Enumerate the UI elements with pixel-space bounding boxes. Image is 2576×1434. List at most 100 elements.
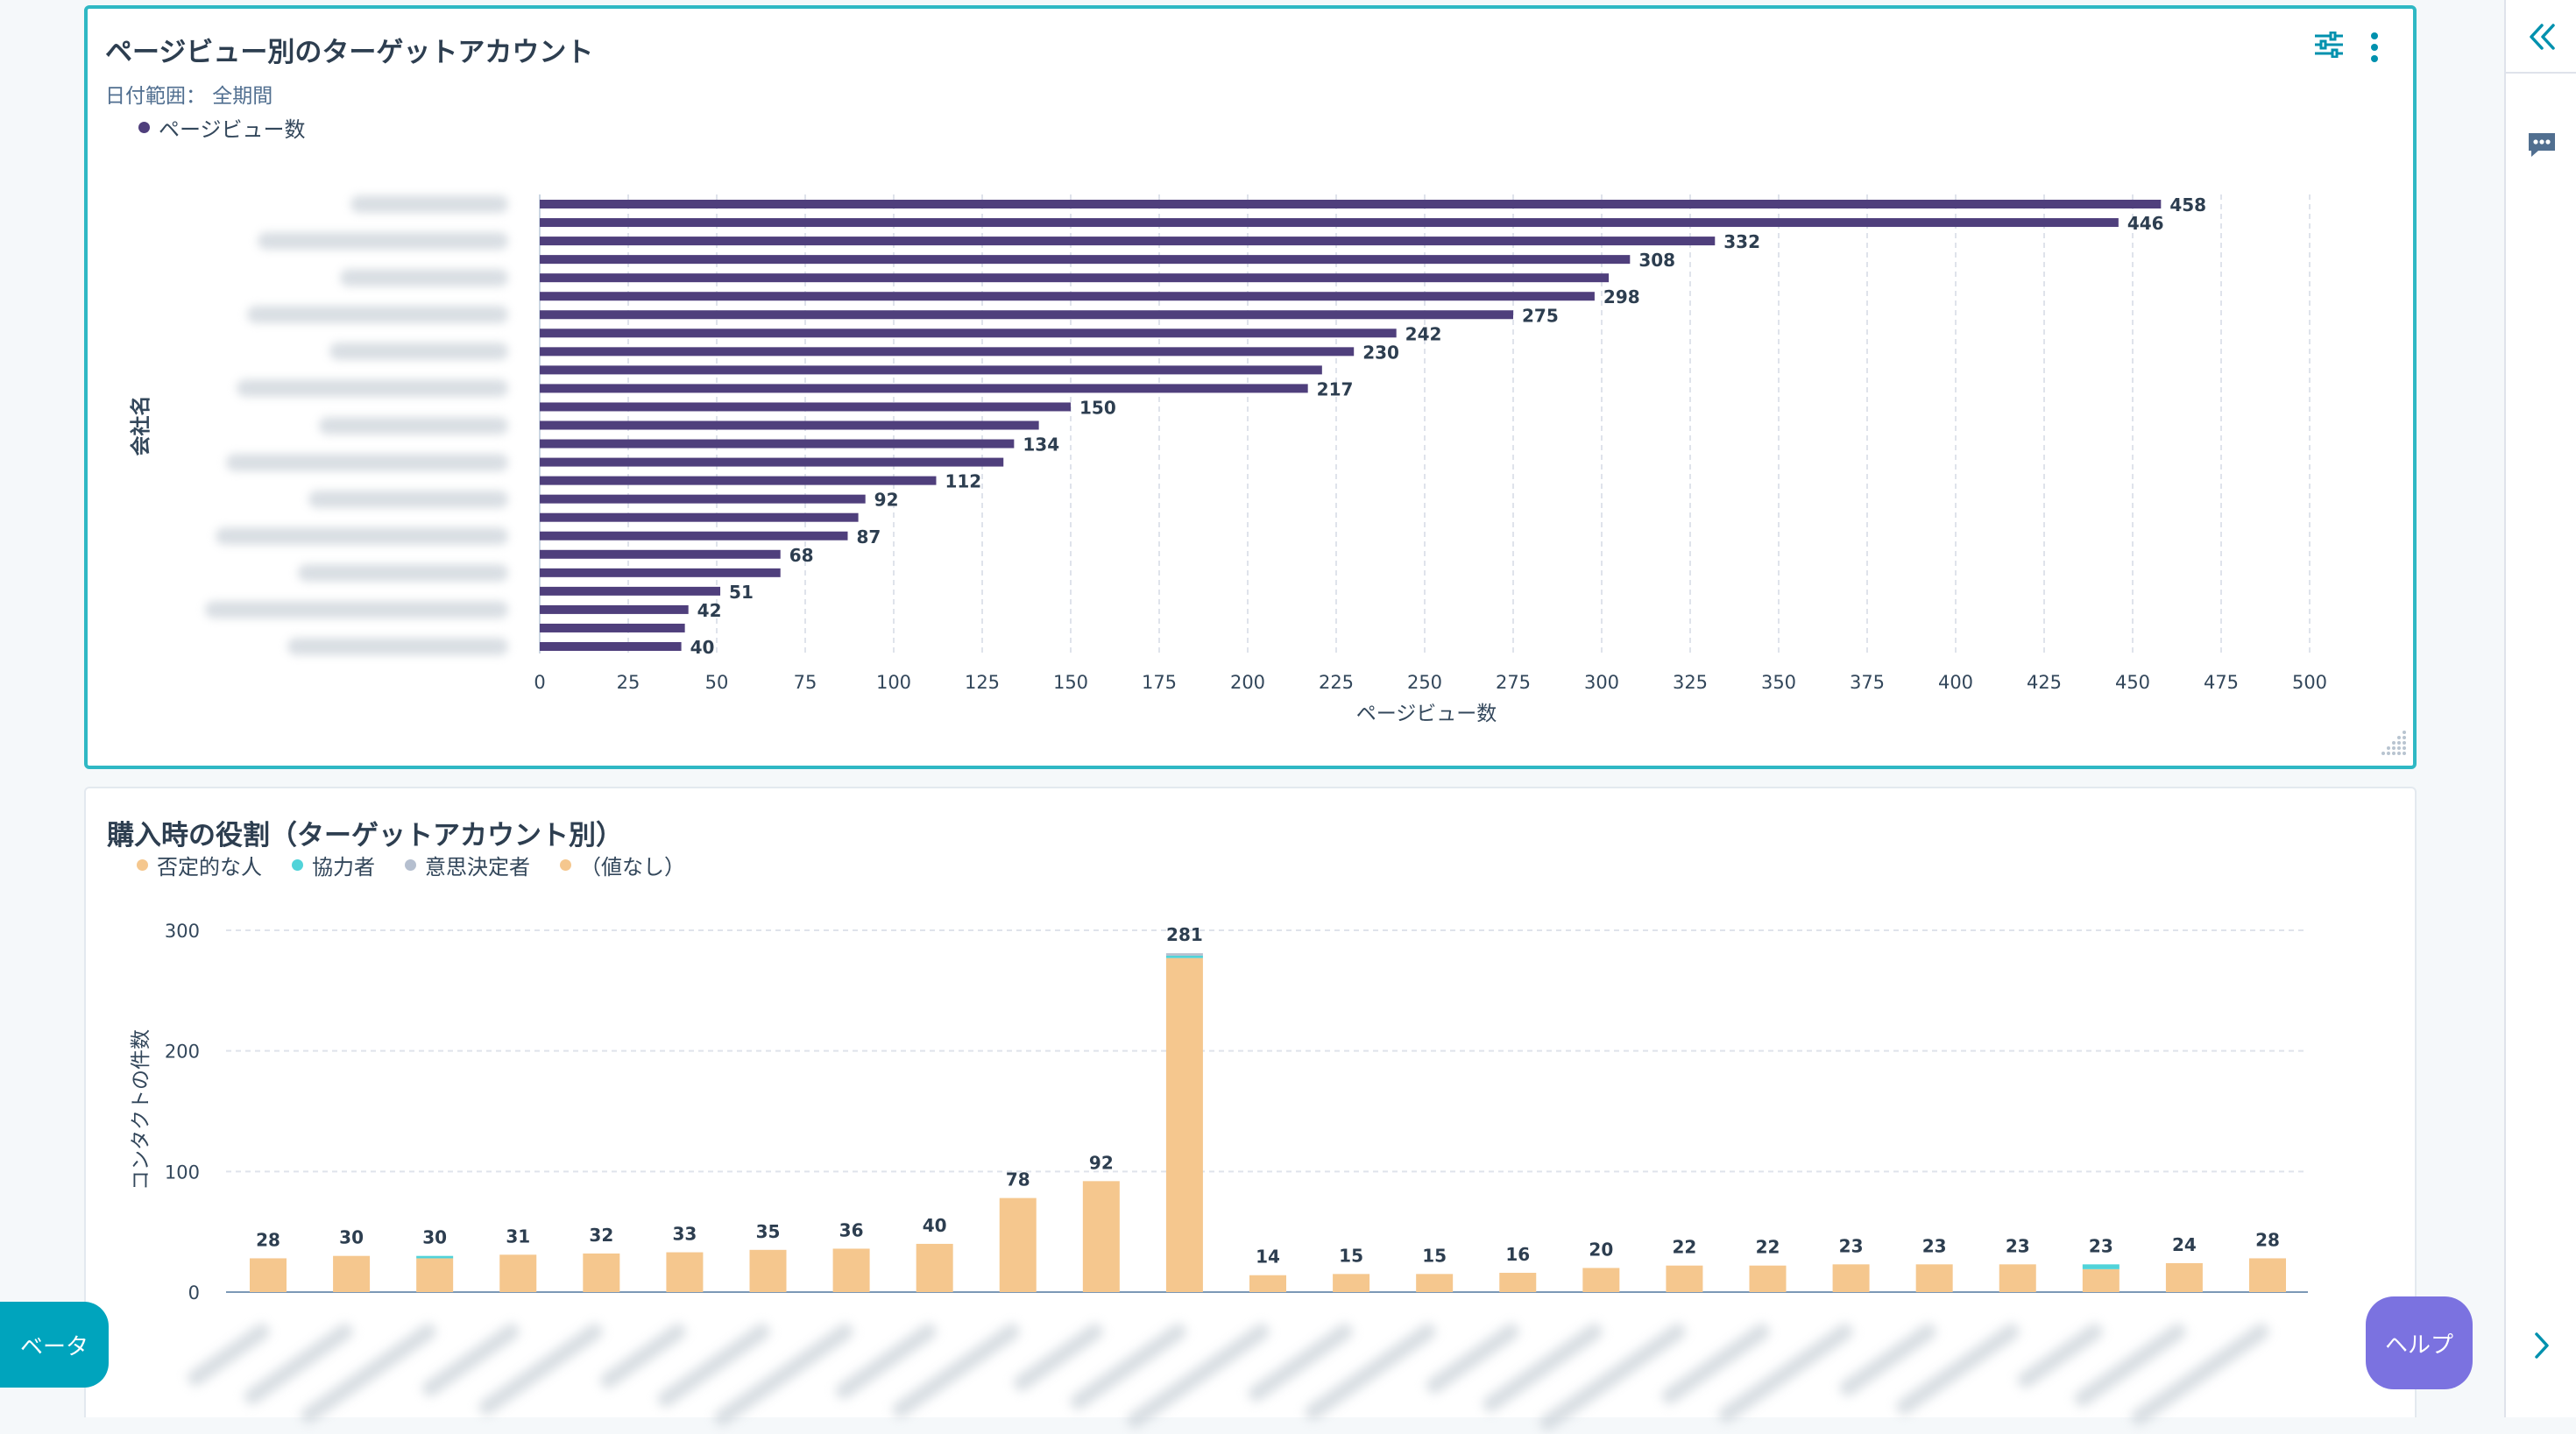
x-tick-label: 375 — [1850, 672, 1885, 693]
bar — [540, 255, 1631, 265]
data-label: 28 — [256, 1229, 280, 1250]
data-label: 242 — [1405, 323, 1442, 344]
bar — [540, 273, 1610, 283]
y-tick-label: 200 — [165, 1042, 200, 1063]
data-label: 40 — [923, 1215, 947, 1236]
bar — [540, 310, 1513, 320]
data-label: 23 — [1922, 1235, 1947, 1256]
beta-button[interactable]: ベータ — [0, 1302, 109, 1388]
x-tick-label: 100 — [876, 672, 911, 693]
company-name-label — [247, 306, 508, 324]
x-tick-label: 25 — [617, 672, 640, 693]
bar — [540, 420, 1039, 430]
data-label: 30 — [339, 1227, 364, 1248]
company-name-label — [298, 563, 508, 582]
bar-segment — [1832, 1264, 1870, 1292]
legend-item[interactable]: 意思決定者 — [405, 850, 530, 880]
filter-settings-icon[interactable] — [2313, 31, 2345, 61]
x-tick-label: 200 — [1230, 672, 1265, 693]
data-label: 134 — [1023, 434, 1059, 456]
bar — [540, 494, 866, 504]
bar-segment — [999, 1197, 1037, 1292]
bar-segment — [2165, 1262, 2203, 1292]
bar-segment — [1165, 957, 1203, 1292]
bar-segment — [333, 1255, 371, 1292]
data-label: 22 — [1756, 1237, 1780, 1258]
data-label: 33 — [672, 1224, 697, 1245]
page-views-report-card: ページビュー別のターゲットアカウント 日付範囲： 全期間 ページビュー数 458… — [84, 5, 2417, 769]
bar — [540, 439, 1015, 449]
legend-item[interactable]: （値なし） — [560, 850, 685, 880]
bar — [540, 568, 781, 577]
bar — [540, 512, 859, 522]
legend-label: （値なし） — [580, 855, 685, 879]
y-tick-label: 0 — [188, 1282, 200, 1303]
legend-item[interactable]: 協力者 — [292, 850, 375, 880]
bar-segment — [1666, 1265, 1703, 1292]
company-name-label — [350, 195, 508, 213]
bar-segment — [250, 1258, 287, 1292]
company-name-label — [329, 343, 508, 361]
expand-arrow-icon[interactable] — [2506, 1328, 2576, 1363]
comments-icon[interactable] — [2506, 128, 2576, 163]
x-tick-label: 325 — [1673, 672, 1708, 693]
data-label: 217 — [1317, 378, 1354, 399]
company-name-label — [216, 526, 508, 545]
bar-segment — [1416, 1274, 1454, 1292]
bar-segment — [916, 1243, 953, 1292]
company-name-label — [226, 453, 508, 471]
data-label: 23 — [2089, 1235, 2113, 1256]
resize-handle-icon[interactable] — [2374, 727, 2410, 762]
company-name-label — [308, 490, 508, 508]
bar — [540, 586, 721, 596]
date-range-label: 日付範囲： 全期間 — [105, 85, 273, 108]
bar-segment — [499, 1254, 537, 1292]
company-name-label — [319, 416, 508, 434]
company-name-label — [287, 638, 508, 655]
legend-label: ページビュー数 — [159, 117, 306, 142]
bar-segment — [832, 1248, 870, 1292]
legend-dot — [137, 859, 148, 871]
bar — [540, 402, 1071, 412]
x-tick-label: 475 — [2204, 672, 2239, 693]
report-title: 購入時の役割（ターゲットアカウント別） — [107, 820, 623, 851]
bar — [540, 237, 1716, 246]
bar — [540, 623, 685, 632]
right-sidebar — [2504, 0, 2576, 1417]
data-label: 31 — [506, 1226, 530, 1247]
chart-legend: ページビュー数 — [138, 112, 306, 143]
more-options-icon[interactable] — [2369, 32, 2380, 67]
x-tick-label: 425 — [2027, 672, 2062, 693]
data-label: 150 — [1079, 397, 1116, 418]
legend-label: 否定的な人 — [157, 855, 262, 879]
y-tick-label: 100 — [165, 1162, 200, 1183]
company-name-label — [205, 600, 508, 618]
data-label: 281 — [1166, 924, 1203, 945]
legend-item[interactable]: ページビュー数 — [138, 112, 306, 143]
data-label: 78 — [1006, 1169, 1030, 1190]
data-label: 230 — [1362, 342, 1399, 363]
bar-segment — [1749, 1265, 1787, 1292]
data-label: 15 — [1422, 1245, 1447, 1266]
data-label: 308 — [1638, 250, 1675, 271]
legend-label: 協力者 — [312, 855, 375, 879]
data-label: 446 — [2127, 213, 2164, 234]
bar — [540, 642, 682, 651]
bar-segment — [1915, 1264, 1953, 1292]
bar — [540, 531, 848, 540]
help-button[interactable]: ヘルプ — [2366, 1296, 2473, 1389]
bar — [540, 549, 781, 559]
collapse-sidebar-icon[interactable] — [2506, 19, 2576, 54]
data-label: 332 — [1723, 231, 1760, 252]
bar — [540, 604, 689, 614]
data-label: 51 — [729, 582, 754, 603]
legend-item[interactable]: 否定的な人 — [137, 850, 262, 880]
x-tick-label: 125 — [965, 672, 1000, 693]
bar-segment — [2249, 1258, 2286, 1292]
buying-role-stacked-chart: 0 100 200 300 28 30 30 31 32 33 35 36 40 78 92 281 14 15… — [130, 921, 2308, 1303]
x-tick-label: 250 — [1407, 672, 1442, 693]
data-label: 275 — [1522, 305, 1559, 326]
data-label: 20 — [1589, 1239, 1613, 1260]
data-label: 458 — [2169, 194, 2206, 215]
